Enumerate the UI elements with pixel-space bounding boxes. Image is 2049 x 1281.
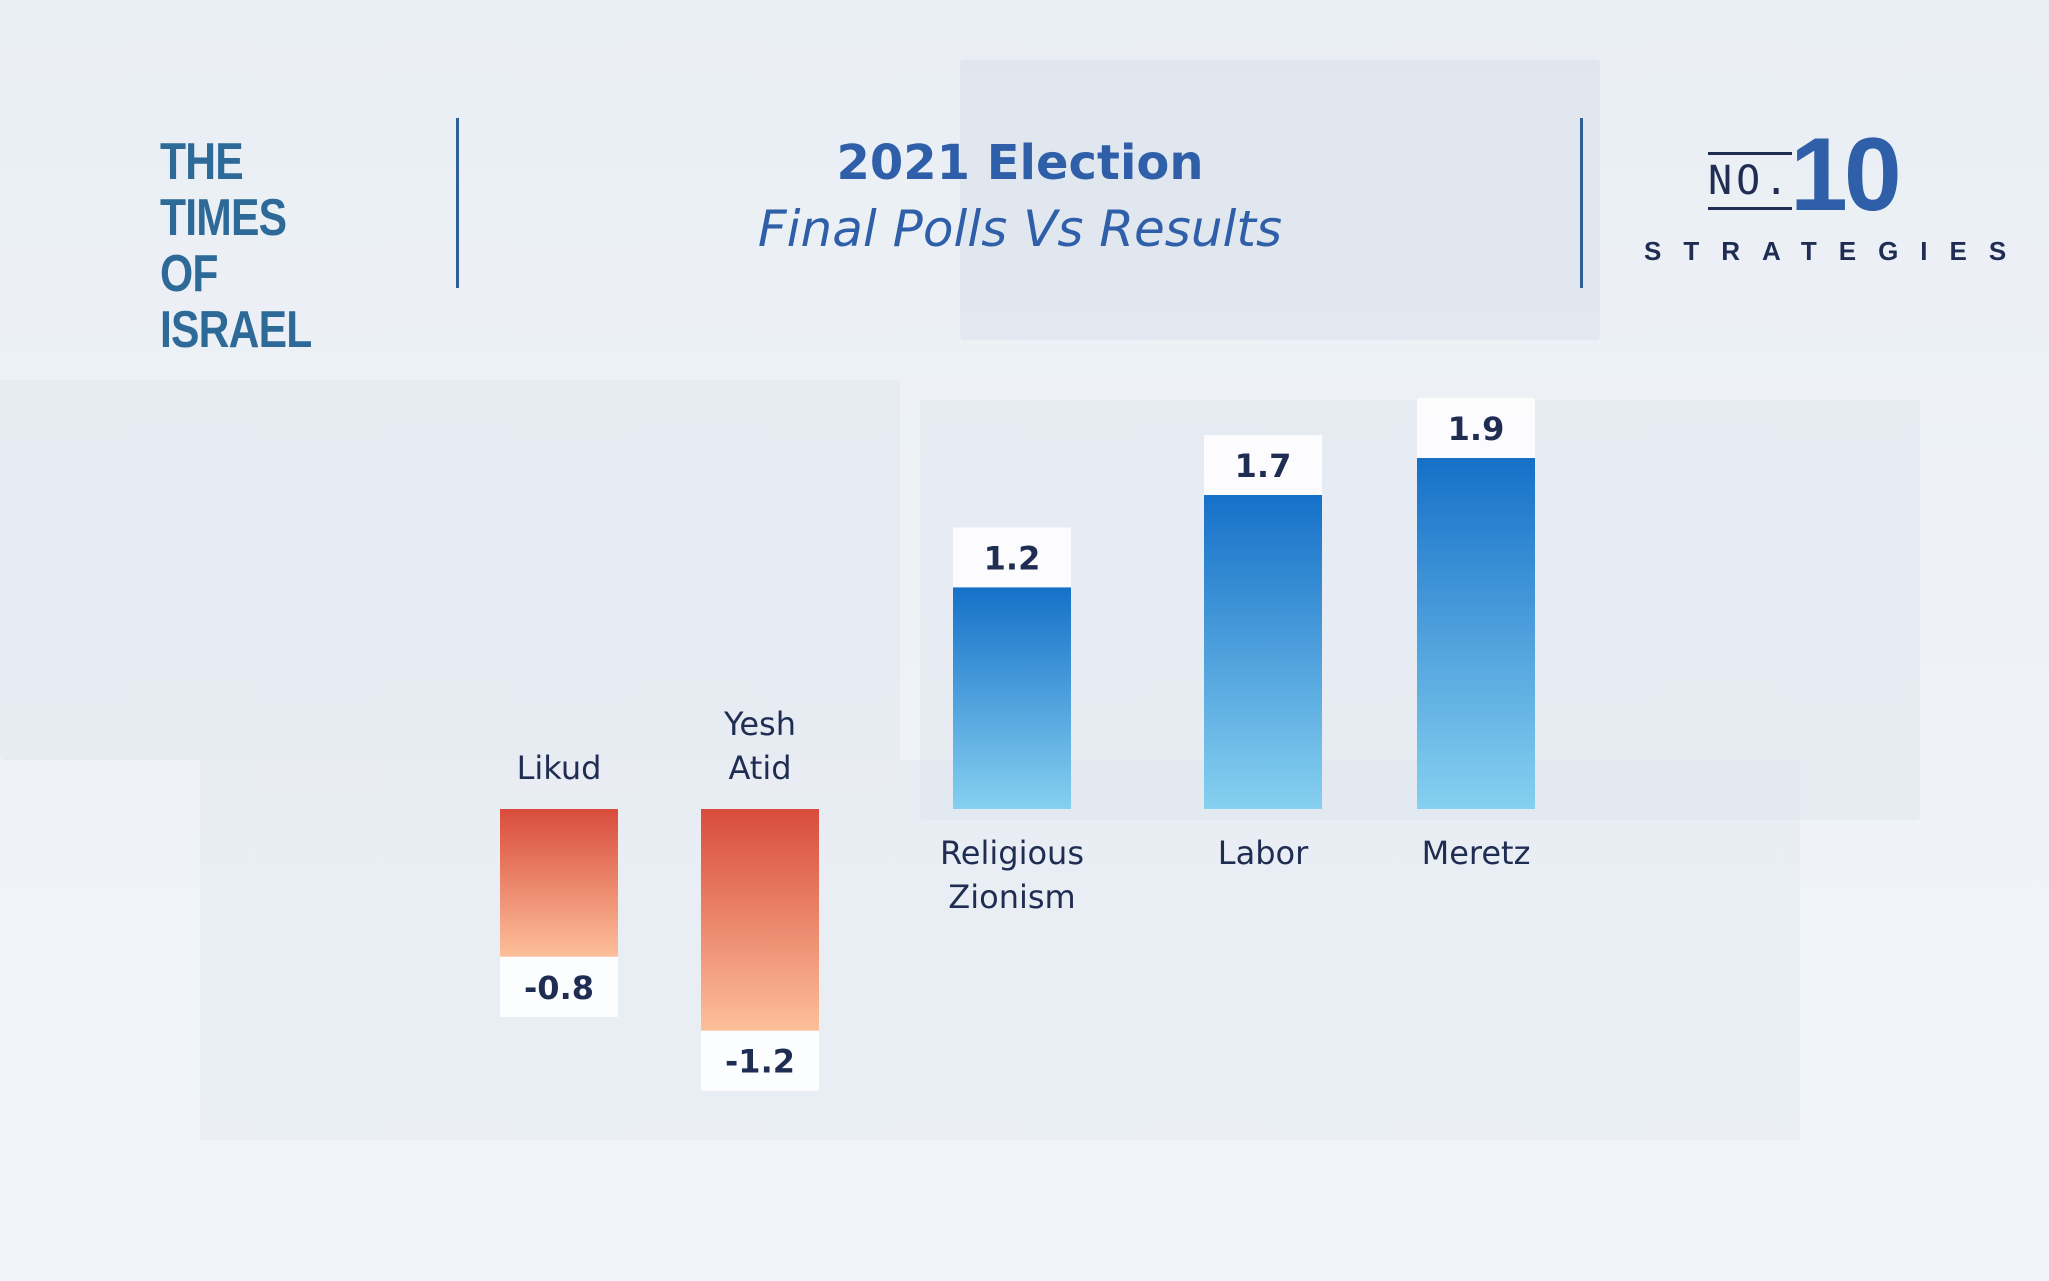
category-label-religious-zionism: Religious [940,834,1084,872]
logo-line-1: THE TIMES [160,133,287,247]
category-label-yesh-atid: Atid [728,749,791,787]
logo-line-2: OF ISRAEL [160,245,312,359]
bar-meretz [1417,458,1535,809]
value-label-box-likud [500,956,618,1017]
category-label-likud: Likud [517,749,602,787]
header: THE TIMES OF ISRAEL 2021 Election Final … [0,0,2049,358]
header-divider-right [1580,118,1583,288]
value-label-labor: 1.7 [1235,447,1292,485]
no10-strategies-logo: NO. 10 STRATEGIES [1640,120,2006,270]
value-label-box-religious-zionism [953,527,1071,588]
header-divider-left [456,118,459,288]
logo-ten: 10 [1790,117,1902,233]
value-label-yesh-atid: -1.2 [725,1043,795,1081]
logo-no-mark: NO. [1708,152,1793,210]
value-label-likud: -0.8 [524,969,594,1007]
category-label-meretz: Meretz [1422,834,1531,872]
bar-labor [1204,494,1322,809]
value-label-box-labor [1204,434,1322,495]
value-label-box-meretz [1417,398,1535,458]
value-label-meretz: 1.9 [1448,410,1505,448]
logo-strategies: STRATEGIES [1644,236,2029,266]
bar-yesh-atid [701,809,819,1031]
title-block: 2021 Election Final Polls Vs Results [460,130,1580,262]
bar-religious-zionism [953,587,1071,809]
times-of-israel-logo: THE TIMES OF ISRAEL [160,134,349,358]
category-label-labor: Labor [1218,834,1309,872]
category-label-yesh-atid: Yesh [723,705,796,743]
category-label-religious-zionism: Zionism [948,878,1075,916]
bar-likud [500,809,618,957]
value-label-box-yesh-atid [701,1030,819,1091]
value-label-religious-zionism: 1.2 [984,539,1041,577]
chart-title: 2021 Election [836,135,1204,191]
chart-subtitle: Final Polls Vs Results [757,200,1283,258]
